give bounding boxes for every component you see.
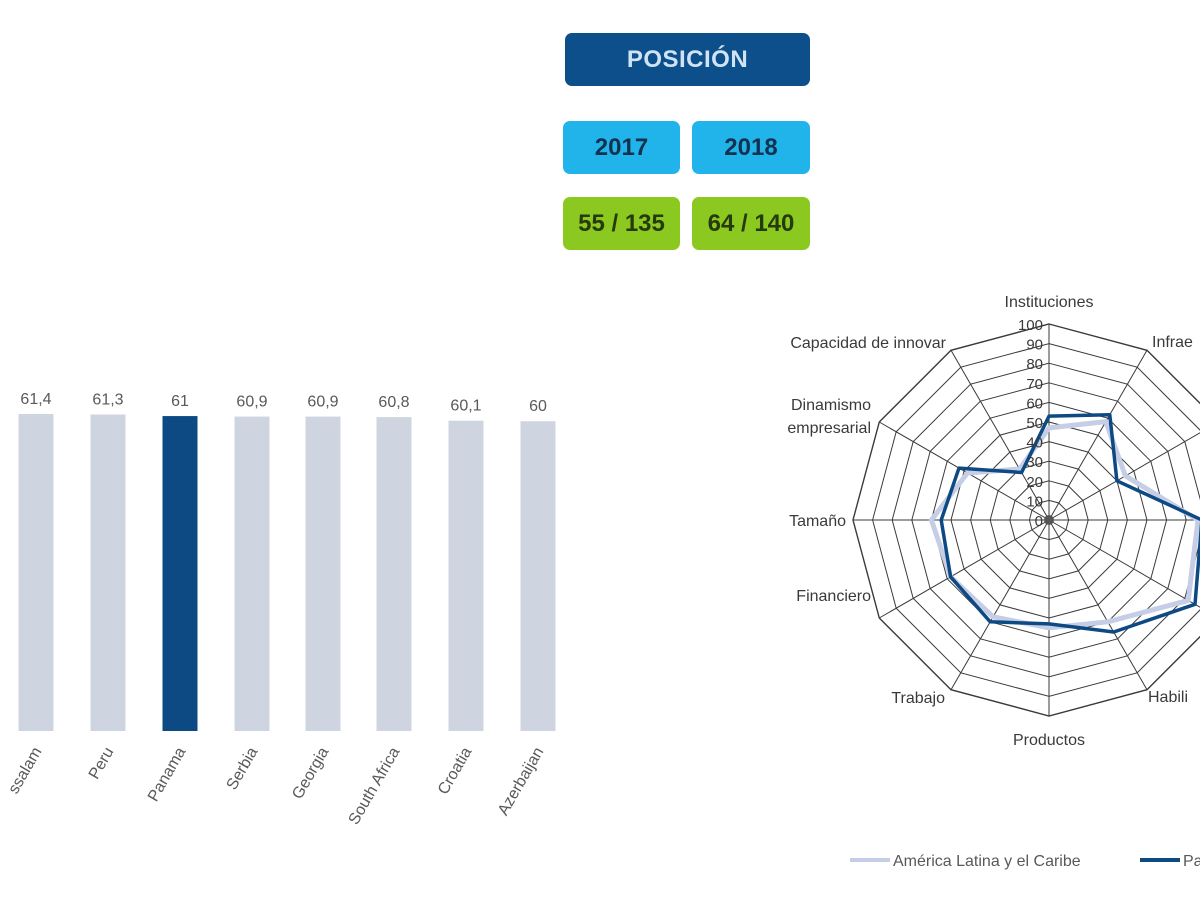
- bar-value-label-1: 61,3: [92, 392, 123, 409]
- radar-axis-label-5: Habili: [1148, 689, 1188, 706]
- radar-axis-label-6: Productos: [1013, 732, 1085, 749]
- position-header: POSICIÓN: [565, 33, 810, 86]
- rank-2017-value: 55 / 135: [563, 197, 680, 250]
- radar-spoke-10: [879, 421, 1050, 521]
- bar-chart: 61,4 ssalam 61,3 Peru 61 Panama 60,9 Serbia 60,9…: [5, 391, 556, 828]
- radar-tick-label-50: 50: [1026, 415, 1043, 432]
- radar-tick-label-60: 60: [1026, 395, 1043, 412]
- radar-tick-label-100: 100: [1018, 317, 1043, 334]
- radar-spoke-11: [950, 350, 1050, 521]
- bar-category-label-7: Azerbaijan: [495, 745, 548, 819]
- bar-value-label-5: 60,8: [378, 394, 409, 411]
- radar-axis-label-11: Capacidad de innovar: [790, 335, 946, 352]
- bar-category-label-3: Serbia: [224, 744, 262, 793]
- bar-value-label-7: 60: [529, 398, 547, 415]
- bar-category-label-0: ssalam: [5, 745, 45, 797]
- bar-1: [90, 414, 126, 731]
- radar-spoke-2: [1048, 432, 1200, 521]
- bar-category-label-5: South Africa: [346, 744, 404, 827]
- radar-tick-label-10: 10: [1026, 493, 1043, 510]
- bar-2: [162, 416, 198, 731]
- bar-category-label-1: Peru: [86, 745, 118, 783]
- rank-2018-value: 64 / 140: [692, 197, 810, 250]
- radar-spoke-1: [1048, 350, 1148, 521]
- bar-value-label-2: 61: [171, 393, 189, 410]
- bar-value-label-6: 60,1: [450, 398, 481, 415]
- bar-4: [305, 416, 341, 731]
- bar-5: [376, 417, 412, 731]
- radar-spoke-5: [1048, 519, 1148, 690]
- radar-series-1: [939, 413, 1200, 634]
- radar-tick-label-90: 90: [1026, 337, 1043, 354]
- radar-axis-label-9: Tamaño: [789, 513, 846, 530]
- radar-tick-label-70: 70: [1026, 376, 1043, 393]
- radar-series-0: [928, 419, 1200, 631]
- radar-spoke-4: [1048, 519, 1200, 608]
- radar-axis-label-1: Infrae: [1152, 334, 1193, 351]
- bar-6: [448, 420, 484, 731]
- bar-category-label-6: Croatia: [435, 744, 476, 797]
- bar-3: [234, 416, 270, 731]
- radar-axis-label-8: Financiero: [796, 588, 871, 605]
- radar-tick-label-40: 40: [1026, 435, 1043, 452]
- radar-tick-label-30: 30: [1026, 454, 1043, 471]
- bar-category-label-4: Georgia: [289, 744, 332, 802]
- bar-value-label-3: 60,9: [236, 394, 267, 411]
- radar-axis-label-10: Dinamismo empresarial: [787, 397, 871, 437]
- legend-label-0: América Latina y el Caribe: [893, 853, 1081, 870]
- radar-axis-label-7: Trabajo: [891, 690, 945, 707]
- radar-tick-label-0: 0: [1035, 513, 1043, 530]
- year-2018-label: 2018: [692, 121, 810, 174]
- bar-0: [18, 414, 54, 731]
- radar-tick-label-20: 20: [1026, 474, 1043, 491]
- radar-tick-label-80: 80: [1026, 356, 1043, 373]
- legend-label-1: Pa: [1183, 853, 1200, 870]
- radar-spoke-7: [950, 519, 1050, 690]
- radar-axis-label-0: Instituciones: [1005, 294, 1094, 311]
- radar-chart: 1009080706050403020100InstitucionesInfra…: [787, 294, 1200, 870]
- bar-value-label-4: 60,9: [307, 394, 338, 411]
- radar-center: [1044, 515, 1054, 525]
- radar-spoke-8: [879, 519, 1050, 619]
- bar-category-label-2: Panama: [145, 744, 190, 804]
- year-2017-label: 2017: [563, 121, 680, 174]
- bar-value-label-0: 61,4: [20, 391, 51, 408]
- bar-7: [520, 421, 556, 731]
